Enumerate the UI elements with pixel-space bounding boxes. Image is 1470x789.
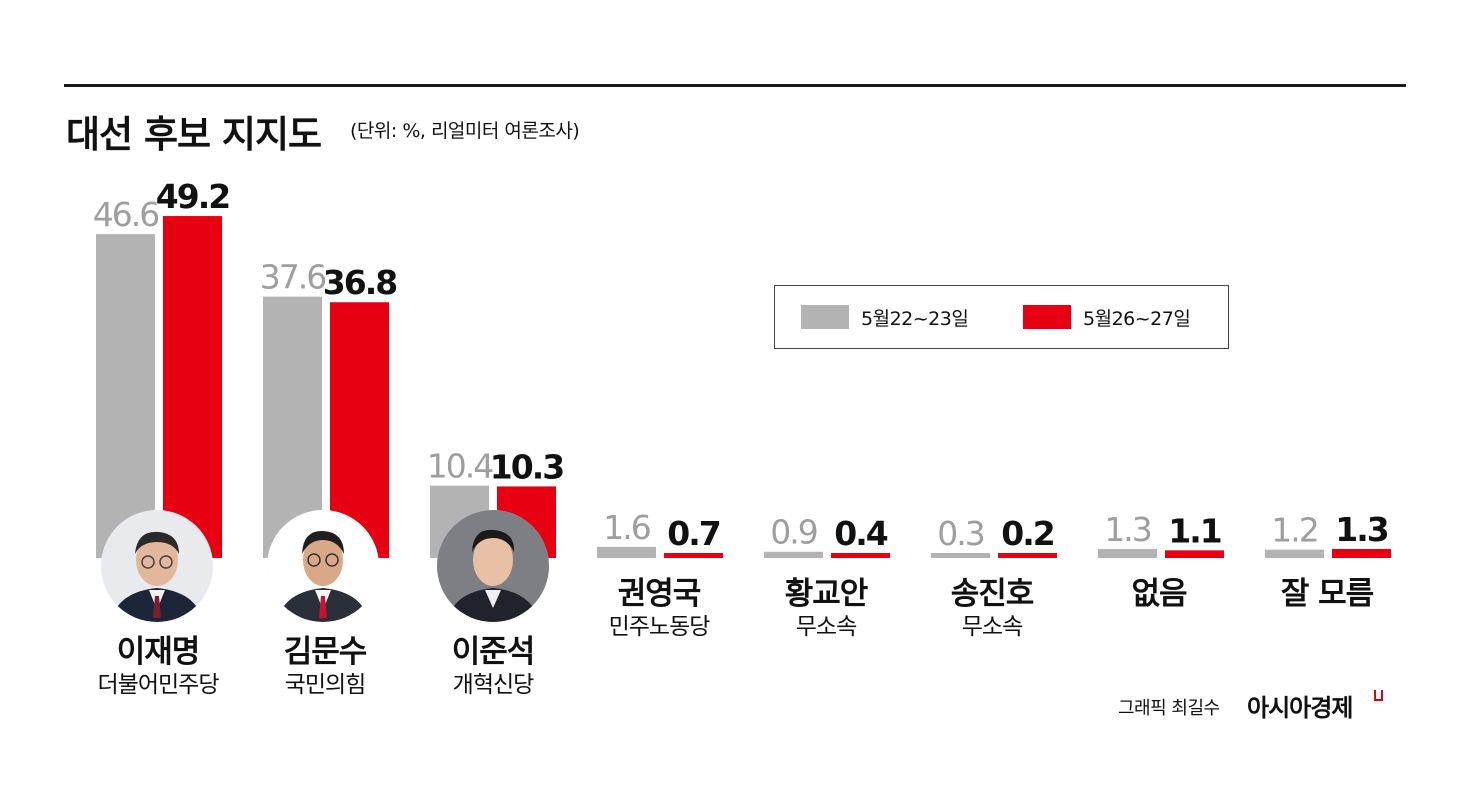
bar-previous-5	[764, 551, 823, 558]
candidate-label-5: 황교안 무소속	[741, 576, 911, 642]
legend-swatch-red	[1023, 305, 1071, 329]
candidate-name: 잘 모름	[1280, 576, 1374, 612]
data-label-previous-7: 1.3	[1104, 510, 1150, 549]
data-label-previous-4: 1.6	[603, 508, 649, 547]
data-label-previous-2: 37.6	[260, 258, 325, 297]
chart-title: 대선 후보 지지도	[66, 113, 322, 156]
data-label-latest-3: 10.3	[490, 447, 563, 486]
graphic-credit: 그래픽 최길수	[1118, 698, 1220, 719]
candidate-label-1: 이재명 더불어민주당	[73, 634, 243, 700]
data-label-previous-3: 10.4	[427, 447, 493, 486]
candidate-party: 더불어민주당	[97, 672, 220, 698]
candidate-name: 송진호	[950, 576, 1035, 612]
candidate-label-6: 송진호 무소속	[907, 576, 1077, 642]
top-rule	[64, 84, 1406, 87]
bar-latest-7	[1165, 550, 1224, 558]
candidate-label-4: 권영국 민주노동당	[574, 576, 744, 642]
data-label-latest-2: 36.8	[323, 263, 396, 302]
candidate-name: 없음	[1131, 576, 1187, 612]
candidate-party: 무소속	[961, 614, 1023, 640]
candidate-name: 이준석	[451, 634, 536, 670]
bar-latest-4	[664, 553, 723, 558]
legend-swatch-gray	[801, 305, 849, 329]
brand-logo: 아시아경제	[1247, 694, 1353, 722]
bar-previous-4	[597, 546, 656, 558]
candidate-label-3: 이준석 개혁신당	[408, 634, 578, 700]
data-label-latest-6: 0.2	[1001, 514, 1053, 553]
candidate-label-2: 김문수 국민의힘	[240, 634, 410, 700]
candidate-party: 민주노동당	[608, 614, 711, 640]
candidate-name: 이재명	[116, 634, 201, 670]
bar-previous-8	[1265, 549, 1324, 558]
data-label-latest-7: 1.1	[1168, 511, 1220, 550]
candidate-photo-kim-moonsoo	[267, 510, 379, 622]
legend-label-period2: 5월26~27일	[1083, 307, 1191, 330]
legend-label-period1: 5월22~23일	[861, 307, 969, 330]
data-label-previous-5: 0.9	[770, 513, 816, 552]
brand-mark-icon	[1374, 690, 1383, 701]
candidate-photo-lee-jaemyung	[101, 510, 213, 622]
data-label-latest-1: 49.2	[156, 177, 229, 216]
legend: 5월22~23일 5월26~27일	[774, 285, 1229, 349]
legend-item-period2: 5월26~27일	[1023, 305, 1191, 330]
candidate-photo-lee-junseok	[437, 510, 549, 622]
bar-latest-5	[831, 553, 890, 558]
candidate-label-7: 없음	[1074, 576, 1244, 612]
chart-subtitle: (단위: %, 리얼미터 여론조사)	[350, 120, 580, 142]
data-label-previous-1: 46.6	[93, 195, 158, 234]
candidate-name: 권영국	[617, 576, 702, 612]
data-label-latest-4: 0.7	[667, 514, 719, 553]
candidate-party: 개혁신당	[452, 672, 535, 698]
bar-previous-1	[96, 234, 155, 558]
bar-previous-7	[1098, 548, 1157, 558]
candidate-party: 국민의힘	[284, 672, 367, 698]
data-label-latest-5: 0.4	[834, 514, 887, 553]
data-label-previous-8: 1.2	[1271, 511, 1317, 550]
bar-previous-6	[931, 553, 990, 558]
legend-item-period1: 5월22~23일	[801, 305, 969, 330]
data-label-previous-6: 0.3	[937, 514, 983, 553]
candidate-name: 김문수	[283, 634, 368, 670]
bar-latest-8	[1332, 548, 1391, 558]
data-label-latest-8: 1.3	[1335, 510, 1387, 549]
candidate-party: 무소속	[795, 614, 857, 640]
bar-latest-6	[998, 553, 1057, 558]
candidate-name: 황교안	[784, 576, 869, 612]
candidate-label-8: 잘 모름	[1242, 576, 1412, 612]
bar-latest-1	[163, 216, 222, 558]
